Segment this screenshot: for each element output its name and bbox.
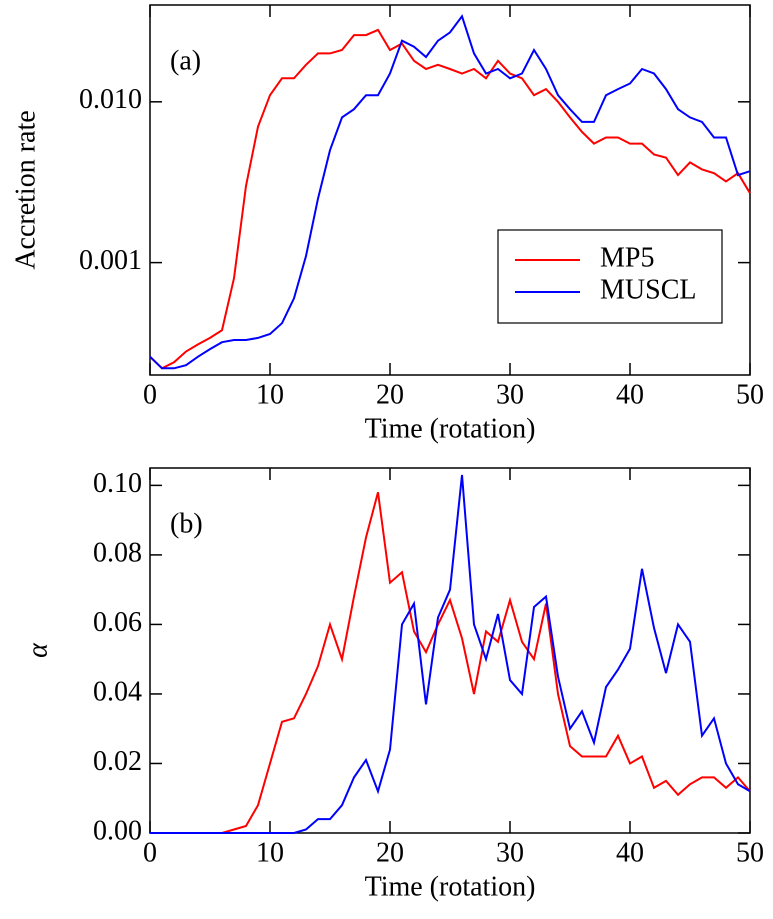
x-tick-label: 20	[376, 379, 404, 410]
data-line	[149, 14, 751, 370]
x-tick-label: 30	[496, 379, 524, 410]
legend-box	[497, 229, 723, 324]
y-tick-label: 0.00	[93, 815, 142, 846]
y-tick-label: 0.010	[79, 84, 142, 115]
y-tick-label: 0.04	[93, 676, 142, 707]
y-axis-label: Accretion rate	[10, 110, 41, 269]
x-tick-label: 50	[736, 379, 764, 410]
x-tick-label: 0	[143, 837, 157, 868]
data-line	[149, 28, 751, 370]
x-tick-label: 0	[143, 379, 157, 410]
data-line	[150, 492, 751, 834]
x-tick-label: 50	[736, 837, 764, 868]
x-axis-label: Time (rotation)	[365, 413, 536, 444]
x-tick-label: 40	[616, 379, 644, 410]
x-tick-label: 10	[256, 379, 284, 410]
plot-frame	[149, 4, 751, 376]
x-tick-label: 30	[496, 837, 524, 868]
x-axis-label: Time (rotation)	[365, 871, 536, 902]
panel-label: (b)	[170, 508, 203, 539]
plot-frame	[149, 467, 751, 834]
y-tick-label: 0.10	[93, 468, 142, 499]
y-tick-label: 0.08	[93, 537, 142, 568]
legend-label: MUSCL	[600, 274, 696, 305]
y-tick-label: 0.02	[93, 746, 142, 777]
y-tick-label: 0.06	[93, 607, 142, 638]
x-tick-label: 10	[256, 837, 284, 868]
y-axis-label: α	[22, 642, 53, 658]
x-tick-label: 20	[376, 837, 404, 868]
data-line	[150, 474, 751, 834]
y-tick-label: 0.001	[79, 245, 142, 276]
panel-label: (a)	[170, 45, 201, 76]
legend-label: MP5	[600, 242, 654, 273]
x-tick-label: 40	[616, 837, 644, 868]
